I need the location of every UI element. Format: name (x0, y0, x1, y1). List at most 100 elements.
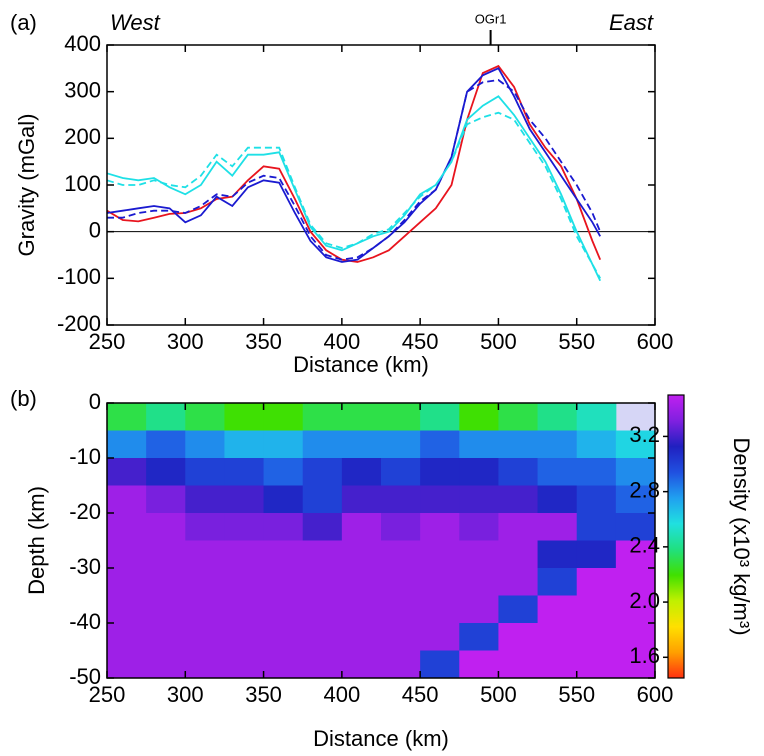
density-cell (107, 623, 147, 651)
density-cell (459, 650, 499, 679)
density-cell (576, 595, 617, 624)
density-cell (420, 623, 460, 651)
density-cell (107, 595, 147, 624)
density-cell (420, 540, 460, 569)
density-cell (576, 568, 617, 596)
density-cell (302, 430, 343, 459)
density-cell (381, 595, 421, 624)
density-cell (537, 485, 578, 514)
density-cell (185, 513, 225, 541)
density-cell (341, 540, 382, 569)
colorbar-tick-label: 3.2 (629, 422, 660, 447)
density-cell (381, 403, 421, 431)
density-cell (302, 650, 343, 679)
density-cell (107, 430, 147, 459)
x-tick-label: 500 (480, 682, 517, 707)
density-cell (263, 403, 304, 431)
density-cell (263, 650, 304, 679)
west-label: West (110, 10, 161, 35)
x-axis-label: Distance (km) (293, 352, 429, 377)
density-cell (263, 595, 304, 624)
panel-label: (b) (10, 386, 37, 411)
density-cell (341, 458, 382, 486)
gravity-line (106, 67, 601, 263)
density-cell (146, 513, 186, 541)
density-cell (263, 623, 304, 651)
plot-frame (106, 402, 656, 679)
density-cell (537, 595, 578, 624)
density-cell (185, 403, 225, 431)
density-cell (146, 430, 186, 459)
density-cell (498, 458, 539, 486)
density-cell (381, 650, 421, 679)
density-cell (537, 623, 578, 651)
density-cell (381, 623, 421, 651)
density-cell (498, 595, 539, 624)
gravity-line (107, 79, 602, 261)
y-tick-label: -20 (69, 499, 101, 524)
colorbar-label: Density (x10³ kg/m³) (729, 437, 754, 635)
density-cell (420, 485, 460, 514)
density-cell (420, 403, 460, 431)
density-cell (459, 458, 499, 486)
density-cell (185, 650, 225, 679)
density-cell (224, 430, 265, 459)
density-cell (615, 540, 656, 569)
density-cell (615, 623, 656, 651)
y-tick-label: 0 (89, 217, 101, 242)
density-cell (420, 430, 460, 459)
density-cell (459, 568, 499, 596)
density-cell (420, 650, 460, 679)
gravity-line (106, 111, 601, 279)
density-cell (537, 650, 578, 679)
density-cell (420, 595, 460, 624)
density-cell (224, 540, 265, 569)
density-cell (615, 513, 656, 541)
density-cell (341, 430, 382, 459)
density-cell (381, 430, 421, 459)
density-cell (302, 540, 343, 569)
density-cell (185, 595, 225, 624)
y-tick-label: 300 (64, 77, 101, 102)
density-cell (146, 485, 186, 514)
density-cell (381, 513, 421, 541)
density-cell (107, 513, 147, 541)
density-cell (498, 513, 539, 541)
gravity-line (106, 64, 602, 263)
density-cell (302, 458, 343, 486)
density-cell (576, 458, 617, 486)
density-cell (263, 485, 304, 514)
plot-frame (106, 44, 656, 326)
density-cell (146, 595, 186, 624)
density-cell (615, 650, 656, 679)
density-cell (576, 623, 617, 651)
density-cell (615, 568, 656, 596)
east-label: East (609, 10, 654, 35)
density-cell (107, 650, 147, 679)
annotation: OGr1 (475, 11, 507, 26)
density-cell (576, 485, 617, 514)
density-cell (381, 485, 421, 514)
x-tick-label: 250 (89, 682, 126, 707)
gravity-line (106, 95, 602, 282)
density-cell (302, 513, 343, 541)
density-cell (263, 568, 304, 596)
density-cell (498, 650, 539, 679)
x-tick-label: 350 (245, 329, 282, 354)
y-tick-label: 200 (64, 124, 101, 149)
density-cell (576, 540, 617, 569)
density-cell (459, 595, 499, 624)
density-cell (459, 623, 499, 651)
density-cell (498, 540, 539, 569)
density-cell (576, 403, 617, 431)
density-cell (381, 458, 421, 486)
density-cell (263, 513, 304, 541)
density-cell (107, 403, 147, 431)
density-cell (537, 540, 578, 569)
density-cell (302, 623, 343, 651)
density-cell (107, 485, 147, 514)
density-cell (420, 513, 460, 541)
density-cell (302, 595, 343, 624)
density-cell (459, 430, 499, 459)
